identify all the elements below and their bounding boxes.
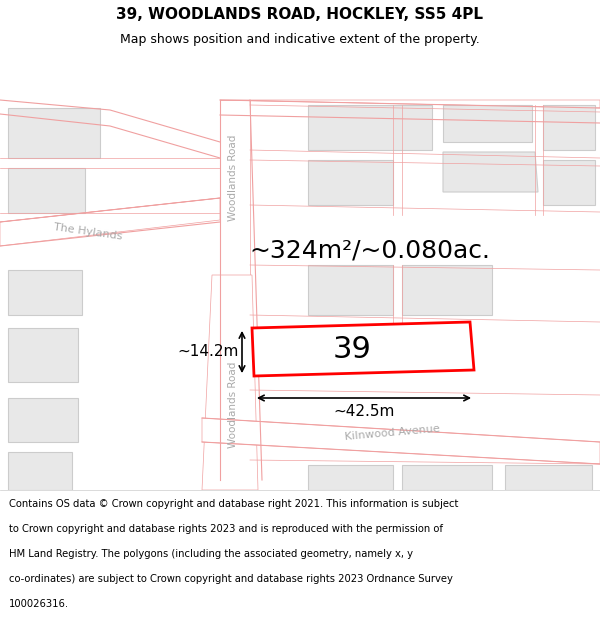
Polygon shape [0,198,220,246]
Text: HM Land Registry. The polygons (including the associated geometry, namely x, y: HM Land Registry. The polygons (includin… [9,549,413,559]
Polygon shape [543,105,595,150]
Polygon shape [202,418,600,464]
Polygon shape [8,168,85,213]
Text: Woodlands Road: Woodlands Road [228,362,238,448]
Text: co-ordinates) are subject to Crown copyright and database rights 2023 Ordnance S: co-ordinates) are subject to Crown copyr… [9,574,453,584]
Text: 39, WOODLANDS ROAD, HOCKLEY, SS5 4PL: 39, WOODLANDS ROAD, HOCKLEY, SS5 4PL [116,6,484,21]
Polygon shape [308,465,393,490]
Text: 39: 39 [333,334,372,364]
Text: to Crown copyright and database rights 2023 and is reproduced with the permissio: to Crown copyright and database rights 2… [9,524,443,534]
Text: ~42.5m: ~42.5m [334,404,395,419]
Text: Woodlands Road: Woodlands Road [228,135,238,221]
Polygon shape [8,328,78,382]
Polygon shape [8,108,100,158]
Polygon shape [443,152,538,192]
Polygon shape [252,322,474,376]
Polygon shape [308,105,432,150]
Text: The Hylands: The Hylands [53,222,123,242]
Polygon shape [308,160,393,205]
Polygon shape [505,465,592,490]
Text: Map shows position and indicative extent of the property.: Map shows position and indicative extent… [120,32,480,46]
Text: ~324m²/~0.080ac.: ~324m²/~0.080ac. [250,238,491,262]
Polygon shape [220,100,600,108]
Polygon shape [8,398,78,442]
Polygon shape [202,275,258,490]
Text: ~14.2m: ~14.2m [178,344,239,359]
Polygon shape [443,105,532,142]
Text: Kilnwood Avenue: Kilnwood Avenue [344,424,440,442]
Text: Contains OS data © Crown copyright and database right 2021. This information is : Contains OS data © Crown copyright and d… [9,499,458,509]
Polygon shape [543,160,595,205]
Polygon shape [308,265,393,315]
Text: 100026316.: 100026316. [9,599,69,609]
Polygon shape [402,465,492,490]
Polygon shape [402,265,492,315]
Polygon shape [220,100,250,275]
Polygon shape [8,270,82,315]
Polygon shape [8,452,72,490]
